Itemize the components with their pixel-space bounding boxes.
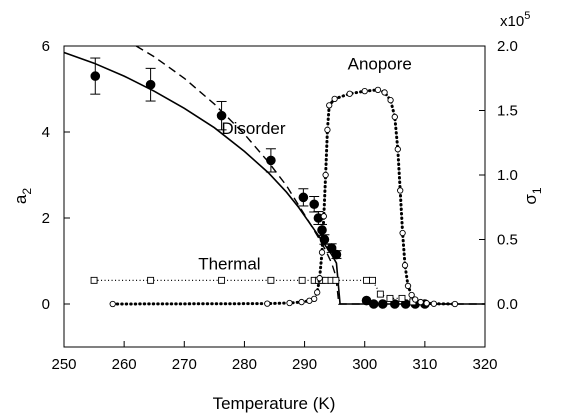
data-point-open-circle	[408, 291, 415, 299]
data-point-open-circle	[399, 229, 406, 237]
y-right-tick-label: 0.0	[497, 296, 518, 313]
data-point-open-circle	[391, 113, 398, 121]
data-point-open-circle	[430, 300, 438, 307]
right-axis-multiplier-base: x10	[500, 13, 524, 30]
data-point-open-square	[298, 276, 306, 284]
data-point-open-circle	[374, 86, 382, 94]
series-1-group	[63, 51, 485, 305]
data-point-open-circle	[298, 298, 305, 306]
data-point-open-circle	[264, 300, 271, 307]
right-axis-multiplier: x105	[500, 10, 530, 30]
series-1-line	[63, 51, 485, 305]
series-2-group	[135, 45, 485, 305]
right-axis-multiplier-exp: 5	[524, 10, 530, 22]
plot-frame	[63, 45, 486, 348]
annotation-label: Thermal	[198, 255, 260, 274]
y-axis-left-title: a2	[11, 188, 34, 204]
y-right-tick-label: 2.0	[497, 38, 518, 55]
data-point-open-circle	[322, 171, 329, 179]
data-point-open-circle	[401, 262, 409, 269]
data-point-filled-circle	[309, 199, 319, 210]
y-left-tick-label: 6	[42, 38, 50, 55]
x-tick-label: 270	[172, 356, 197, 373]
y-axis-right-title-base: σ	[521, 194, 540, 205]
y-right-tick-label: 1.5	[497, 103, 518, 120]
data-point-open-circle	[320, 213, 327, 220]
y-left-tick-label: 4	[42, 124, 50, 141]
annotation-label: Disorder	[221, 119, 286, 138]
x-axis-title: Temperature (K)	[213, 394, 336, 413]
y-axis-left-title-sub: 2	[20, 188, 34, 195]
x-tick-label: 290	[292, 356, 317, 373]
data-point-open-square	[363, 276, 370, 284]
data-point-open-square	[147, 276, 155, 284]
data-point-open-square	[218, 276, 226, 284]
data-point-open-circle	[394, 146, 401, 153]
x-tick-label: 300	[352, 356, 377, 373]
ticks-layer: 250 260 270 280 290 300 310 320 0 2 4 6 0.0 0.5 1.0 1.5…	[42, 38, 518, 373]
data-point-open-square	[267, 276, 275, 284]
data-point-open-square	[369, 276, 376, 284]
data-point-open-circle	[397, 187, 404, 194]
data-point-open-circle	[326, 102, 333, 109]
data-point-open-circle	[346, 90, 353, 97]
annotation-label: Anopore	[348, 55, 412, 74]
data-point-open-circle	[316, 275, 323, 282]
data-point-open-circle	[318, 249, 326, 256]
data-point-open-circle	[417, 298, 424, 306]
data-point-open-circle	[314, 289, 321, 296]
data-point-open-circle	[404, 282, 412, 290]
annotation-layer: Anopore Disorder Thermal	[198, 55, 412, 274]
data-point-open-circle	[331, 95, 338, 103]
y-right-tick-label: 1.0	[497, 167, 518, 184]
x-tick-label: 310	[412, 356, 437, 373]
y-left-tick-label: 2	[42, 210, 50, 227]
series-layer	[63, 45, 485, 309]
data-point-open-circle	[423, 300, 430, 307]
data-point-open-circle	[109, 300, 116, 308]
y-axis-right-title: σ1	[521, 187, 544, 205]
data-point-open-circle	[387, 97, 394, 104]
y-axis-right-title-sub: 1	[530, 187, 544, 194]
x-tick-label: 320	[472, 356, 497, 373]
data-point-open-circle	[286, 299, 293, 307]
data-point-open-circle	[311, 295, 318, 302]
series-4-group	[109, 86, 459, 308]
data-point-open-circle	[451, 300, 459, 308]
data-point-open-square	[398, 294, 406, 302]
data-point-open-square	[332, 276, 340, 284]
data-point-open-circle	[412, 296, 419, 303]
y-right-tick-label: 0.5	[497, 232, 518, 249]
y-left-tick-label: 0	[42, 296, 50, 313]
data-point-open-square	[90, 276, 98, 284]
data-point-open-circle	[324, 126, 331, 134]
x-tick-label: 280	[232, 356, 257, 373]
x-tick-label: 260	[112, 356, 137, 373]
data-point-filled-circle	[298, 192, 309, 203]
y-axis-left-title-base: a	[11, 194, 30, 204]
x-tick-label: 250	[51, 356, 76, 373]
data-point-open-square	[386, 294, 394, 302]
data-point-open-circle	[361, 88, 368, 95]
series-2-line	[135, 45, 485, 305]
data-point-filled-circle	[90, 71, 101, 81]
data-point-open-circle	[381, 89, 388, 96]
data-point-open-square	[376, 290, 384, 298]
